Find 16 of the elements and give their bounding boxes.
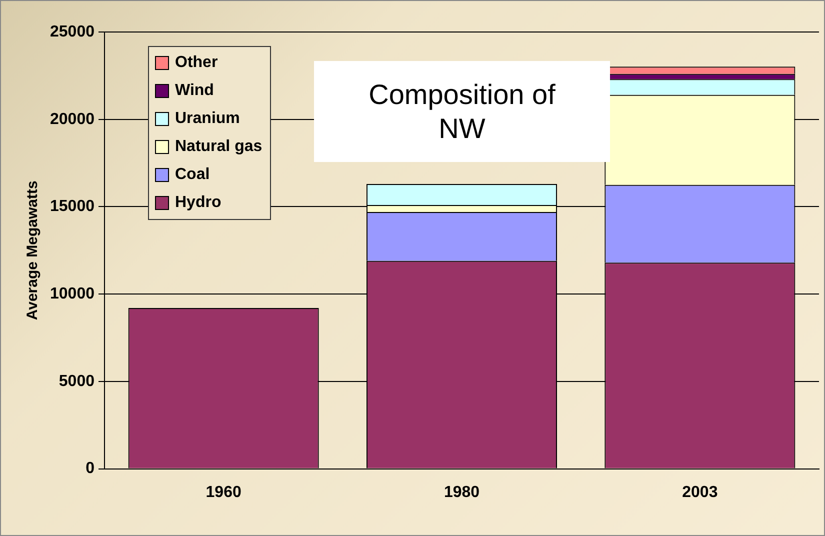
legend-label: Natural gas <box>175 138 262 156</box>
legend-label: Hydro <box>175 194 222 212</box>
y-axis-title: Average Megawatts <box>24 180 42 320</box>
y-tick-label: 15000 <box>50 198 95 216</box>
y-tick-label: 0 <box>86 460 95 478</box>
x-tick-label: 1980 <box>444 484 480 501</box>
legend-label: Coal <box>175 166 210 184</box>
y-tick-label: 10000 <box>50 285 95 302</box>
y-tick-label: 5000 <box>58 372 95 390</box>
y-tick-label: 20000 <box>50 110 95 128</box>
legend-label: Uranium <box>175 110 240 128</box>
x-tick-label: 2003 <box>682 484 718 501</box>
y-tick-label: 25000 <box>50 23 95 40</box>
legend-label: Wind <box>175 82 214 100</box>
legend-label: Other <box>175 54 218 72</box>
x-tick-label: 1960 <box>206 484 242 501</box>
